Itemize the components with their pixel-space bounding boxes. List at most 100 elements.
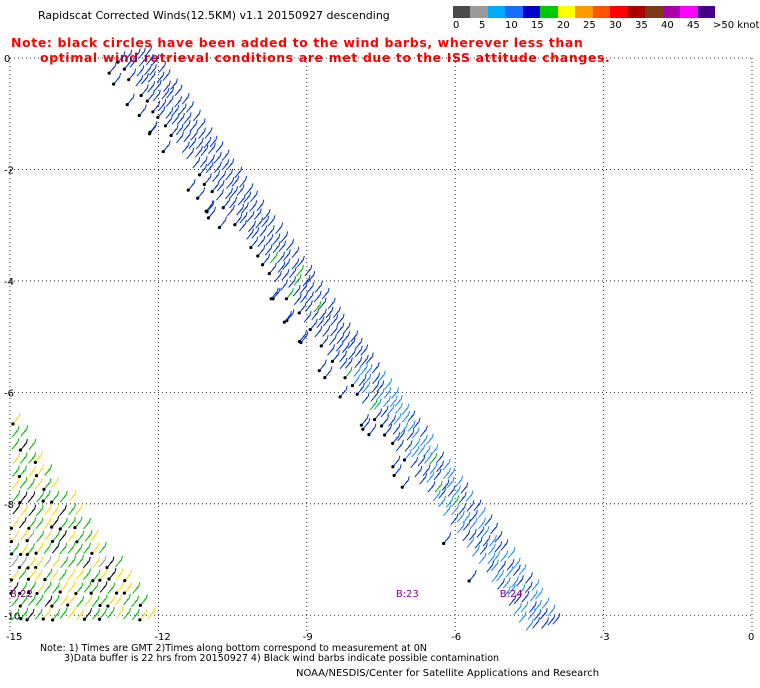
- wind-barb: [422, 464, 431, 477]
- legend-swatch: [488, 6, 505, 18]
- wind-barb: [11, 477, 20, 490]
- wind-barb: [9, 517, 19, 530]
- wind-barb: [26, 556, 36, 570]
- wind-barb: [513, 603, 522, 615]
- wind-barb: [27, 517, 37, 530]
- wind-barb: [531, 579, 540, 591]
- wind-barb: [274, 270, 282, 283]
- wind-barb: [291, 258, 300, 270]
- wind-barb: [306, 281, 315, 294]
- wind-barb: [284, 287, 294, 301]
- wind-barb: [533, 609, 542, 621]
- wind-barb: [267, 262, 277, 276]
- wind-barb: [429, 453, 438, 465]
- wind-barb: [125, 93, 135, 107]
- wind-barb: [322, 325, 331, 337]
- wind-barb: [137, 104, 147, 118]
- wind-barb: [386, 404, 395, 416]
- wind-barb: [456, 522, 465, 534]
- wind-barb: [458, 491, 467, 504]
- wind-barb: [209, 135, 218, 148]
- wind-barb: [425, 433, 434, 445]
- wind-barb: [60, 556, 69, 568]
- legend-swatch: [698, 6, 715, 18]
- x-tick-label: 0: [748, 632, 754, 643]
- wind-barb: [325, 306, 334, 319]
- wind-barb: [10, 542, 20, 556]
- x-tick-label: -9: [303, 632, 313, 643]
- wind-barb: [26, 568, 36, 581]
- wind-barb: [275, 222, 284, 235]
- wind-barb: [389, 395, 398, 408]
- wind-barb: [330, 350, 340, 363]
- wind-barb: [216, 189, 224, 201]
- wind-barb: [129, 56, 138, 68]
- wind-barb: [288, 266, 297, 279]
- wind-barb: [422, 445, 431, 457]
- wind-barb: [158, 61, 167, 73]
- wind-barb: [497, 578, 505, 590]
- wind-barb: [477, 506, 486, 519]
- wind-barb: [552, 613, 561, 625]
- legend-swatch: [593, 6, 610, 18]
- wind-barb: [450, 513, 459, 526]
- wind-barb: [350, 330, 359, 342]
- wind-barb: [131, 595, 140, 608]
- wind-barb: [319, 334, 329, 348]
- wind-barb: [115, 555, 123, 568]
- wind-barb: [138, 608, 148, 622]
- wind-barb: [207, 154, 215, 167]
- wind-barb: [397, 429, 406, 442]
- wind-barb: [34, 542, 44, 555]
- wind-barb: [124, 49, 133, 61]
- wind-barb: [145, 90, 155, 103]
- wind-barb: [338, 385, 348, 399]
- wind-barb: [11, 465, 20, 477]
- wind-barb: [204, 127, 213, 139]
- wind-barb: [267, 215, 276, 227]
- wind-barb: [183, 112, 192, 124]
- wind-barb: [246, 210, 255, 223]
- wind-barb: [115, 568, 124, 581]
- wind-barb: [35, 582, 45, 596]
- wind-barb: [216, 179, 225, 192]
- wind-barb: [317, 359, 327, 373]
- wind-barb: [82, 608, 92, 621]
- wind-barb: [203, 136, 212, 149]
- wind-barb: [175, 131, 184, 144]
- wind-barb: [205, 200, 215, 214]
- wind-barb: [18, 516, 27, 529]
- wind-barb: [243, 191, 252, 203]
- wind-barb: [83, 517, 92, 530]
- wind-barb: [371, 381, 380, 394]
- wind-barb: [181, 93, 190, 105]
- wind-barb: [200, 144, 209, 156]
- wind-barb: [303, 311, 312, 323]
- wind-barb: [462, 519, 471, 531]
- wind-barb: [249, 200, 258, 212]
- wind-barb: [329, 333, 337, 346]
- wind-barb: [508, 594, 517, 607]
- wind-barb: [99, 581, 108, 593]
- wind-barb: [107, 567, 117, 581]
- wind-barb: [11, 608, 20, 621]
- wind-barb: [58, 569, 67, 581]
- wind-barb: [9, 582, 19, 595]
- wind-barb: [282, 258, 291, 270]
- wind-barb: [83, 542, 91, 554]
- wind-barb: [137, 47, 146, 59]
- wind-barb: [496, 569, 505, 582]
- wind-barb: [364, 364, 373, 376]
- wind-barb: [371, 361, 380, 374]
- wind-barb: [486, 561, 495, 573]
- wind-barb: [358, 374, 367, 387]
- wind-barb: [292, 284, 301, 297]
- wind-barb: [407, 420, 416, 432]
- wind-barb: [521, 591, 530, 603]
- wind-barb: [162, 69, 171, 81]
- wind-barb: [266, 225, 275, 237]
- wind-barb: [186, 178, 196, 192]
- wind-barb: [67, 530, 76, 543]
- wind-barb: [43, 581, 52, 594]
